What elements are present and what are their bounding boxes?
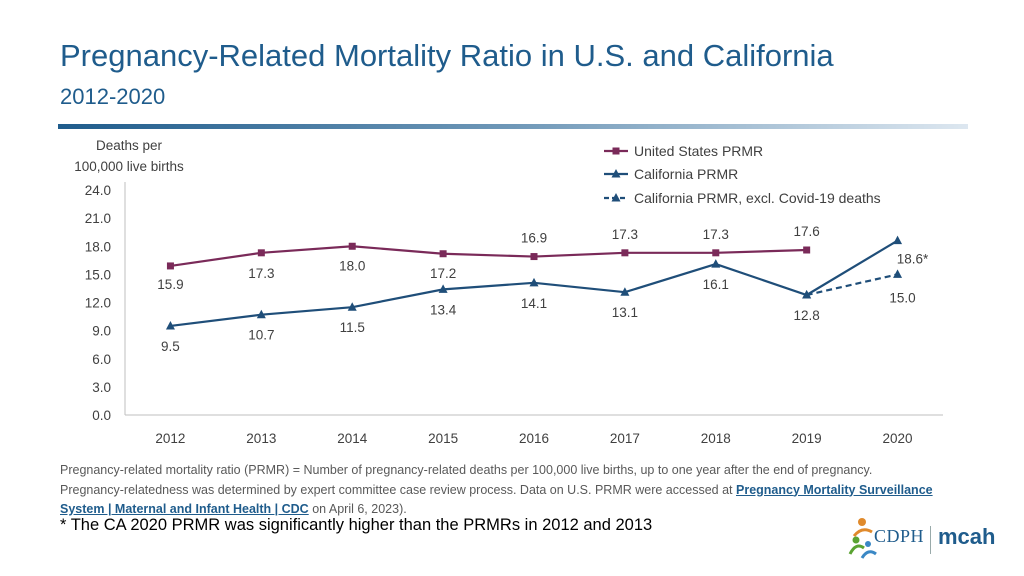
data-label-us: 17.3 bbox=[612, 227, 638, 242]
data-label-ca: 12.8 bbox=[794, 308, 820, 323]
data-label-ca_excl: 15.0 bbox=[889, 290, 915, 305]
x-tick-label: 2017 bbox=[610, 431, 640, 446]
x-tick-label: 2019 bbox=[792, 431, 822, 446]
data-label-ca: 9.5 bbox=[161, 339, 180, 354]
data-label-ca: 10.7 bbox=[248, 328, 274, 343]
data-point-ca bbox=[529, 277, 539, 287]
data-point-us bbox=[348, 242, 356, 250]
significance-note: * The CA 2020 PRMR was significantly hig… bbox=[60, 516, 653, 534]
page-title: Pregnancy-Related Mortality Ratio in U.S… bbox=[60, 38, 834, 73]
line-chart: Deaths per 100,000 live births 0.0 3.0 6.0 9.… bbox=[74, 138, 943, 446]
legend-marker bbox=[612, 147, 620, 155]
legend-marker bbox=[611, 193, 621, 202]
y-tick-label: 6.0 bbox=[92, 352, 111, 367]
legend-marker bbox=[611, 169, 621, 178]
data-point-ca bbox=[893, 235, 903, 245]
data-label-ca: 11.5 bbox=[340, 320, 365, 335]
x-tick-label: 2020 bbox=[883, 431, 913, 446]
data-label-ca: 13.1 bbox=[612, 305, 638, 320]
data-point-us bbox=[712, 249, 720, 257]
data-label-ca: 18.6* bbox=[897, 252, 929, 267]
x-tick-label: 2012 bbox=[155, 431, 185, 446]
footnote-definition: Pregnancy-related mortality ratio (PRMR)… bbox=[60, 463, 873, 477]
x-tick-label: 2015 bbox=[428, 431, 458, 446]
data-point-ca bbox=[256, 309, 266, 319]
page-subtitle: 2012-2020 bbox=[60, 84, 166, 109]
cdph-mcah-logo: CDPH mcah bbox=[848, 512, 995, 562]
data-label-us: 17.6 bbox=[794, 224, 820, 239]
data-point-ca bbox=[620, 287, 630, 296]
y-tick-label: 12.0 bbox=[85, 296, 111, 311]
title-divider bbox=[58, 124, 968, 129]
data-point-us bbox=[257, 249, 265, 257]
y-axis-title-line1: Deaths per bbox=[96, 138, 163, 153]
data-label-us: 18.0 bbox=[339, 258, 365, 273]
data-label-ca: 16.1 bbox=[703, 277, 729, 292]
data-point-ca_excl bbox=[893, 269, 903, 278]
legend-label: California PRMR bbox=[634, 166, 738, 182]
x-tick-label: 2018 bbox=[701, 431, 731, 446]
y-tick-label: 18.0 bbox=[85, 239, 111, 254]
y-tick-label: 15.0 bbox=[85, 267, 111, 282]
data-point-us bbox=[621, 249, 629, 257]
people-logo-icon bbox=[848, 518, 877, 559]
data-label-us: 15.9 bbox=[157, 277, 183, 292]
data-point-ca bbox=[347, 302, 357, 311]
data-point-ca bbox=[711, 259, 721, 268]
x-tick-label: 2013 bbox=[246, 431, 276, 446]
data-label-us: 17.2 bbox=[430, 266, 456, 281]
data-point-us bbox=[530, 253, 538, 261]
y-tick-label: 21.0 bbox=[85, 211, 111, 226]
y-axis-title-line2: 100,000 live births bbox=[74, 159, 184, 174]
data-point-us bbox=[166, 262, 174, 270]
logo-separator bbox=[930, 526, 931, 554]
cdph-wordmark: CDPH bbox=[874, 526, 925, 546]
data-point-ca bbox=[165, 320, 175, 330]
data-label-us: 17.3 bbox=[248, 266, 274, 281]
footnote: Pregnancy-related mortality ratio (PRMR)… bbox=[60, 461, 960, 520]
y-tick-label: 9.0 bbox=[92, 324, 111, 339]
data-label-us: 16.9 bbox=[521, 231, 547, 246]
series-line-us bbox=[170, 245, 807, 268]
data-label-ca: 14.1 bbox=[521, 296, 547, 311]
y-tick-label: 24.0 bbox=[85, 183, 111, 198]
data-point-us bbox=[439, 250, 447, 258]
mcah-wordmark: mcah bbox=[938, 524, 996, 549]
y-tick-label: 0.0 bbox=[92, 408, 111, 423]
footnote-access-date: on April 6, 2023). bbox=[308, 502, 407, 516]
cdc-source-link[interactable]: Pregnancy Mortality Surveillance System … bbox=[60, 482, 933, 517]
legend-label: United States PRMR bbox=[634, 143, 763, 159]
series-line-ca_excl bbox=[806, 273, 898, 297]
data-point-us bbox=[803, 246, 811, 254]
x-tick-label: 2014 bbox=[337, 431, 368, 446]
x-tick-label: 2016 bbox=[519, 431, 549, 446]
data-point-ca_excl bbox=[802, 290, 812, 299]
footnote-method: Pregnancy-relatedness was determined by … bbox=[60, 482, 736, 497]
data-label-ca: 13.4 bbox=[430, 302, 457, 317]
y-tick-label: 3.0 bbox=[92, 380, 111, 395]
legend-label: California PRMR, excl. Covid-19 deaths bbox=[634, 190, 881, 206]
data-label-us: 17.3 bbox=[703, 227, 729, 242]
data-point-ca bbox=[438, 284, 448, 293]
